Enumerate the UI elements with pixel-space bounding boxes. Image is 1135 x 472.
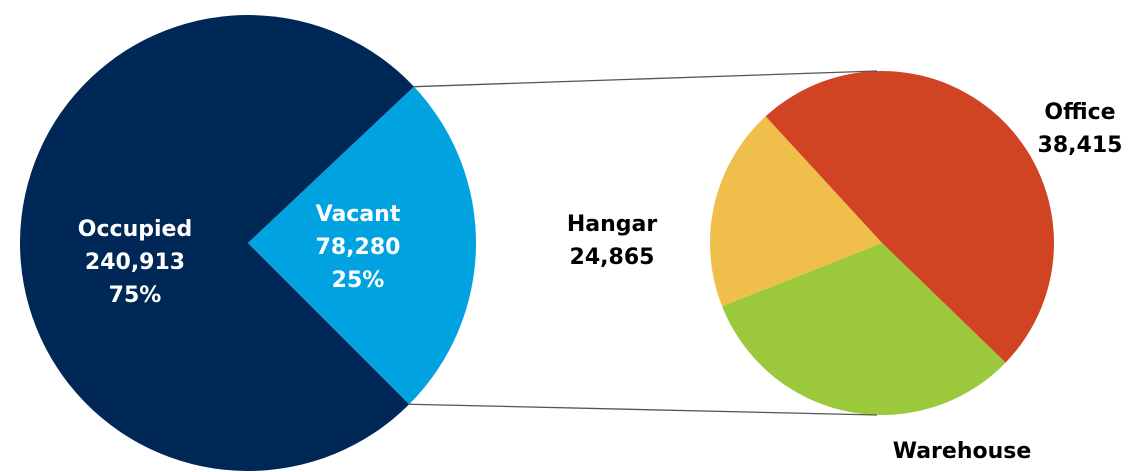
category-label: Occupied bbox=[78, 217, 192, 242]
pie-slice bbox=[248, 86, 476, 405]
connector-line bbox=[413, 70, 878, 88]
category-label: Office bbox=[1044, 100, 1115, 125]
value-label: 24,865 bbox=[570, 245, 655, 270]
pie-slice bbox=[710, 116, 882, 307]
category-label: Warehouse bbox=[893, 439, 1032, 464]
value-label: 78,280 bbox=[316, 235, 401, 260]
pie-slice bbox=[722, 243, 1006, 415]
category-label: Vacant bbox=[316, 202, 401, 227]
connector-line bbox=[409, 403, 878, 416]
percent-label: 25% bbox=[332, 268, 385, 293]
value-label: 38,415 bbox=[1038, 133, 1123, 158]
pie-slice bbox=[19, 14, 414, 471]
pie-slice bbox=[765, 71, 1054, 363]
category-label: Hangar bbox=[567, 212, 658, 237]
percent-label: 75% bbox=[109, 283, 162, 308]
value-label: 240,913 bbox=[85, 250, 185, 275]
